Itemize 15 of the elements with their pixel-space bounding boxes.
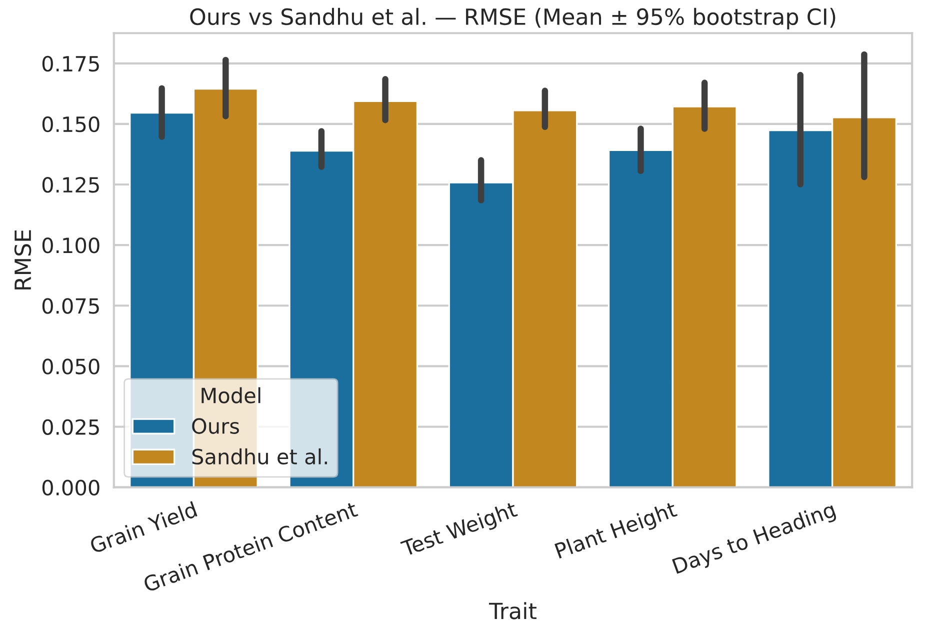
x-tick-label: Grain Yield: [88, 501, 198, 554]
legend-label: Ours: [192, 418, 239, 434]
legend-label: Sandhu et al.: [192, 448, 327, 465]
x-axis-title: Trait: [488, 602, 536, 620]
y-axis-title: RMSE: [14, 230, 32, 290]
legend-title: Model: [202, 387, 260, 404]
y-tick-label: 0.150: [42, 116, 100, 132]
y-tick-label: 0.050: [42, 358, 100, 374]
chart-title: Ours vs Sandhu et al. — RMSE (Mean ± 95% bootstrap CI): [190, 8, 836, 30]
y-tick-label: 0.175: [42, 56, 99, 72]
y-tick-label: 0.075: [42, 298, 99, 314]
y-tick-label: 0.000: [42, 480, 100, 496]
y-tick-label: 0.125: [42, 176, 99, 193]
y-tick-label: 0.025: [42, 419, 99, 435]
y-tick-label: 0.100: [42, 238, 100, 254]
